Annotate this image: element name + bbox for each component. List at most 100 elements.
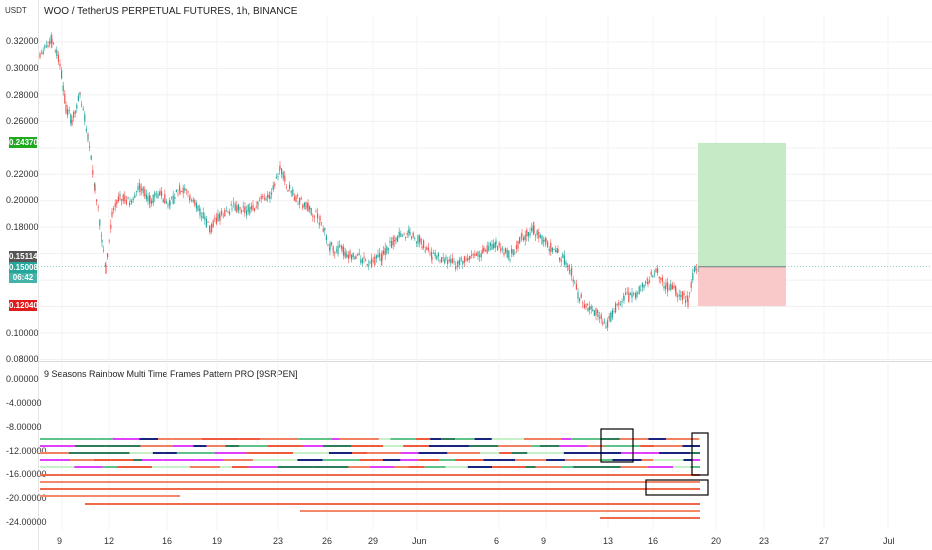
candle-body: [657, 268, 659, 273]
candle-body: [271, 192, 273, 195]
candle-body: [315, 211, 317, 213]
candle-body: [685, 299, 687, 304]
candle-body: [204, 216, 206, 220]
indicator-bar-segment: [322, 459, 360, 461]
date-tick: 20: [711, 536, 722, 546]
indicator-bar-segment: [564, 459, 601, 461]
indicator-bar-segment: [467, 466, 493, 468]
candle-body: [47, 45, 49, 48]
candle-body: [448, 259, 450, 262]
price-chart-canvas[interactable]: [38, 0, 932, 550]
candle-body: [677, 295, 679, 297]
candle-body: [142, 187, 144, 193]
candle-body: [284, 175, 286, 182]
candle-body: [77, 95, 79, 102]
indicator-bar-segment: [690, 452, 700, 454]
indicator-bar-segment: [698, 438, 700, 440]
candle-body: [74, 110, 76, 114]
candle-body: [157, 194, 159, 198]
candle-body: [366, 264, 368, 266]
candle-body: [302, 204, 304, 209]
candle-body: [444, 258, 446, 264]
candle-body: [417, 235, 419, 244]
candle-body: [394, 239, 396, 242]
last-price-badge: 0.15114: [9, 251, 38, 262]
date-tick: 19: [212, 536, 223, 546]
date-tick: Jul: [883, 536, 895, 546]
indicator-bar-segment: [40, 452, 69, 454]
candle-body: [453, 261, 455, 263]
candle-body: [45, 45, 47, 47]
candle-body: [441, 257, 443, 263]
pane-separator[interactable]: [38, 361, 932, 362]
candle-body: [579, 298, 581, 301]
candle-body: [368, 264, 370, 266]
indicator-bar-segment: [248, 466, 278, 468]
candle-body: [81, 104, 83, 106]
candle-body: [189, 196, 191, 199]
candle-body: [281, 168, 283, 175]
candle-body: [412, 232, 414, 237]
candle-body: [321, 222, 323, 224]
candle-body: [431, 256, 433, 260]
candle-body: [645, 281, 647, 284]
candle-body: [638, 286, 640, 294]
indicator-bar-segment: [539, 445, 560, 447]
indicator-bar-segment: [600, 517, 700, 519]
candle-body: [107, 253, 109, 258]
candle-body: [42, 50, 44, 55]
candle-body: [585, 304, 587, 308]
candle-body: [401, 235, 403, 237]
indicator-bar-segment: [424, 466, 446, 468]
indicator-bar-segment: [492, 466, 526, 468]
candle-body: [318, 223, 320, 225]
candle-body: [184, 188, 186, 191]
candle-body: [287, 189, 289, 192]
candle-body: [187, 191, 189, 193]
candle-body: [475, 253, 477, 256]
candle-body: [267, 194, 269, 198]
candle-body: [520, 236, 522, 238]
candle-body: [375, 255, 377, 259]
indicator-bar-segment: [498, 445, 532, 447]
date-tick: 27: [819, 536, 830, 546]
candle-body: [697, 270, 699, 272]
candle-body: [154, 192, 156, 197]
candle-body: [62, 85, 64, 92]
candle-body: [652, 275, 654, 278]
candle-body: [535, 235, 537, 237]
candle-body: [50, 35, 52, 44]
indicator-tick: 0.00000: [6, 374, 39, 384]
indicator-bar-segment: [573, 466, 591, 468]
candle-body: [59, 63, 61, 67]
candle-body: [185, 189, 187, 190]
candle-body: [274, 183, 276, 187]
indicator-bar-segment: [561, 438, 572, 440]
candle-body: [297, 203, 299, 205]
candle-body: [603, 321, 605, 323]
candle-body: [355, 256, 357, 259]
candle-body: [209, 230, 211, 233]
candle-body: [692, 273, 694, 280]
indicator-bar-segment: [267, 445, 303, 447]
candle-body: [233, 202, 235, 204]
candle-body: [545, 238, 547, 242]
candle-body: [319, 216, 321, 222]
candle-body: [51, 39, 53, 44]
candle-body: [199, 209, 201, 216]
candle-body: [127, 197, 129, 199]
candle-body: [92, 170, 94, 175]
candle-body: [246, 210, 248, 216]
price-axis[interactable]: USDT 0.32000 0.30000 0.28000 0.26000 0.2…: [0, 0, 47, 550]
candle-body: [646, 278, 648, 280]
candle-body: [405, 237, 407, 238]
indicator-bar-segment: [172, 445, 194, 447]
candle-body: [485, 250, 487, 252]
date-tick: 6: [494, 536, 500, 546]
candle-body: [511, 248, 513, 254]
indicator-bar-segment: [348, 466, 370, 468]
candle-body: [523, 237, 525, 241]
candle-body: [531, 227, 533, 231]
candle-body: [665, 286, 667, 290]
take-profit-zone: [698, 142, 786, 267]
